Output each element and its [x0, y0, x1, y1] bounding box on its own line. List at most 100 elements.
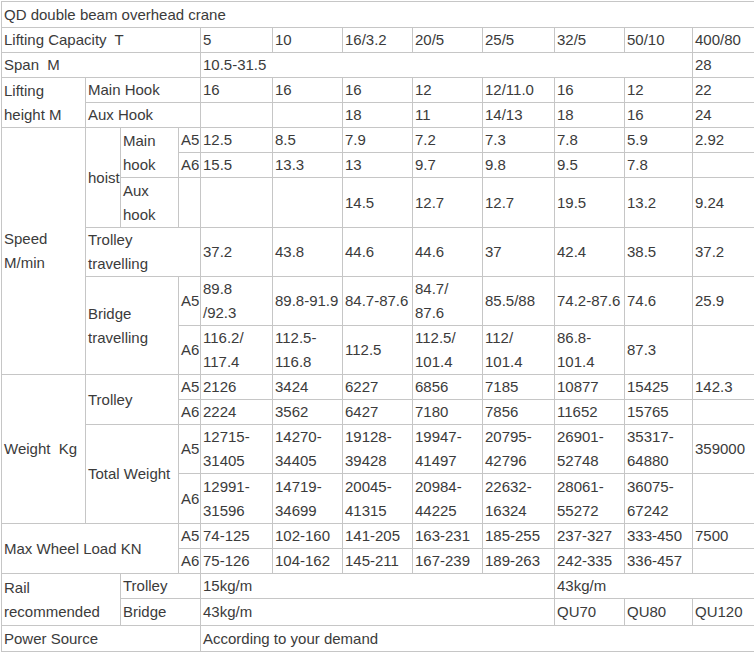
- max-wheel-a6-value: 242-335: [555, 549, 625, 574]
- power-source-value: According to your demand: [201, 626, 754, 652]
- total-weight-a6-value: 36075- 67242: [625, 474, 693, 524]
- bridge-a5-value: 84.7/ 87.6: [413, 277, 483, 326]
- speed-main-a5-value: 12.5: [201, 128, 273, 153]
- aux-hook-height: 11: [413, 103, 483, 128]
- rail-bridge-qu80: QU80: [625, 599, 693, 626]
- lifting-capacity-value: 16/3.2: [343, 28, 413, 53]
- max-wheel-a6-value: 145-211: [343, 549, 413, 574]
- row-lifting-height-main: Lifting height M Main Hook 16 16 16 12 1…: [2, 78, 754, 103]
- speed-main-a5-value: 7.8: [555, 128, 625, 153]
- lifting-height-label: Lifting height M: [2, 78, 86, 128]
- bridge-a6-value: 112.5/ 101.4: [413, 326, 483, 375]
- speed-aux-hook-label: Aux hook: [121, 178, 179, 228]
- max-wheel-a5-value: 185-255: [483, 524, 555, 549]
- total-weight-a6-value: 12991- 31596: [201, 474, 273, 524]
- speed-main-a6-value: 9.8: [483, 153, 555, 178]
- trolley-travelling-value: 42.4: [555, 228, 625, 277]
- max-wheel-a6-value: 336-457: [625, 549, 693, 574]
- total-weight-a6-value: 20045- 41315: [343, 474, 413, 524]
- weight-trolley-a6-value: 7180: [413, 400, 483, 425]
- max-wheel-a6-value: 189-263: [483, 549, 555, 574]
- aux-hook-height: 16: [625, 103, 693, 128]
- speed-aux-value: [273, 178, 343, 228]
- main-hook-height: 16: [555, 78, 625, 103]
- a6-label: A6: [179, 400, 201, 425]
- rail-bridge-qu120: QU120: [693, 599, 754, 626]
- row-weight-trolley-a5: Weight Kg Trolley A5 2126 3424 6227 6856…: [2, 375, 754, 400]
- weight-trolley-a5-value: 6856: [413, 375, 483, 400]
- bridge-a5-value: 89.8 /92.3: [201, 277, 273, 326]
- speed-main-a5-value: 8.5: [273, 128, 343, 153]
- span-last: 28: [693, 53, 754, 78]
- max-wheel-a6-value: 104-162: [273, 549, 343, 574]
- weight-trolley-a6-value: 7856: [483, 400, 555, 425]
- bridge-a6-value: 112.5- 116.8: [273, 326, 343, 375]
- a6-label: A6: [179, 549, 201, 574]
- rail-recommended-label: Rail recommended: [2, 574, 121, 626]
- a5-label: A5: [179, 128, 201, 153]
- speed-main-a6-value: 9.5: [555, 153, 625, 178]
- lifting-capacity-value: 400/80: [693, 28, 754, 53]
- bridge-a5-value: 84.7-87.6: [343, 277, 413, 326]
- lifting-capacity-value: 10: [273, 28, 343, 53]
- trolley-travelling-value: 37.2: [201, 228, 273, 277]
- aux-hook-height: 18: [343, 103, 413, 128]
- bridge-a6-value: 87.3: [625, 326, 693, 375]
- weight-trolley-a6-value: 2224: [201, 400, 273, 425]
- bridge-travelling-label: Bridge travelling: [86, 277, 179, 375]
- speed-aux-value: 12.7: [413, 178, 483, 228]
- lifting-capacity-value: 5: [201, 28, 273, 53]
- max-wheel-a5-value: 163-231: [413, 524, 483, 549]
- bridge-a6-value: 116.2/ 117.4: [201, 326, 273, 375]
- lifting-capacity-value: 50/10: [625, 28, 693, 53]
- total-weight-a5-value: 26901- 52748: [555, 425, 625, 474]
- bridge-a5-value: 25.9: [693, 277, 754, 326]
- a5-label: A5: [179, 425, 201, 474]
- speed-main-a6-value: 13: [343, 153, 413, 178]
- max-wheel-a6-value: 75-126: [201, 549, 273, 574]
- total-weight-a5-value: 19128- 39428: [343, 425, 413, 474]
- aux-hook-height: [201, 103, 273, 128]
- bridge-a6-value: 86.8- 101.4: [555, 326, 625, 375]
- rail-trolley-right-value: 43kg/m: [555, 574, 754, 599]
- total-weight-a6-value: [693, 474, 754, 524]
- speed-main-hook-label: Main hook: [121, 128, 179, 178]
- lifting-capacity-label: Lifting Capacity T: [2, 28, 201, 53]
- rail-bridge-qu70: QU70: [555, 599, 625, 626]
- main-hook-height: 22: [693, 78, 754, 103]
- weight-trolley-a5-value: 3424: [273, 375, 343, 400]
- main-hook-height: 12: [413, 78, 483, 103]
- hoist-label: hoist: [86, 128, 121, 228]
- table-title: QD double beam overhead crane: [2, 2, 754, 28]
- row-max-wheel-a5: Max Wheel Load KN A5 74-125 102-160 141-…: [2, 524, 754, 549]
- max-wheel-a5-value: 237-327: [555, 524, 625, 549]
- speed-aux-value: 9.24: [693, 178, 754, 228]
- max-wheel-a5-value: 141-205: [343, 524, 413, 549]
- rail-bridge-label: Bridge: [121, 599, 201, 626]
- a5-label: A5: [179, 524, 201, 549]
- row-rail-trolley: Rail recommended Trolley 15kg/m 43kg/m: [2, 574, 754, 599]
- speed-main-a6-value: 13.3: [273, 153, 343, 178]
- main-hook-label: Main Hook: [86, 78, 201, 103]
- max-wheel-a5-value: 102-160: [273, 524, 343, 549]
- speed-main-a5-value: 7.2: [413, 128, 483, 153]
- aux-hook-height: 18: [555, 103, 625, 128]
- aux-hook-height: [273, 103, 343, 128]
- max-wheel-a5-value: 74-125: [201, 524, 273, 549]
- speed-aux-value: 14.5: [343, 178, 413, 228]
- rail-trolley-label: Trolley: [121, 574, 201, 599]
- row-total-weight-a5: Total Weight A5 12715- 31405 14270- 3440…: [2, 425, 754, 474]
- total-weight-a6-value: 28061- 55272: [555, 474, 625, 524]
- speed-main-a5-value: 7.3: [483, 128, 555, 153]
- weight-trolley-a5-value: 2126: [201, 375, 273, 400]
- aux-hook-height: 24: [693, 103, 754, 128]
- speed-main-a6-value: 7.8: [625, 153, 693, 178]
- aux-hook-height: 14/13: [483, 103, 555, 128]
- weight-trolley-a5-value: 15425: [625, 375, 693, 400]
- max-wheel-a6-value: [693, 549, 754, 574]
- speed-main-a5-value: 2.92: [693, 128, 754, 153]
- total-weight-label: Total Weight: [86, 425, 179, 524]
- weight-trolley-a6-value: 3562: [273, 400, 343, 425]
- trolley-travelling-label: Trolley travelling: [86, 228, 201, 277]
- speed-main-a6-value: [693, 153, 754, 178]
